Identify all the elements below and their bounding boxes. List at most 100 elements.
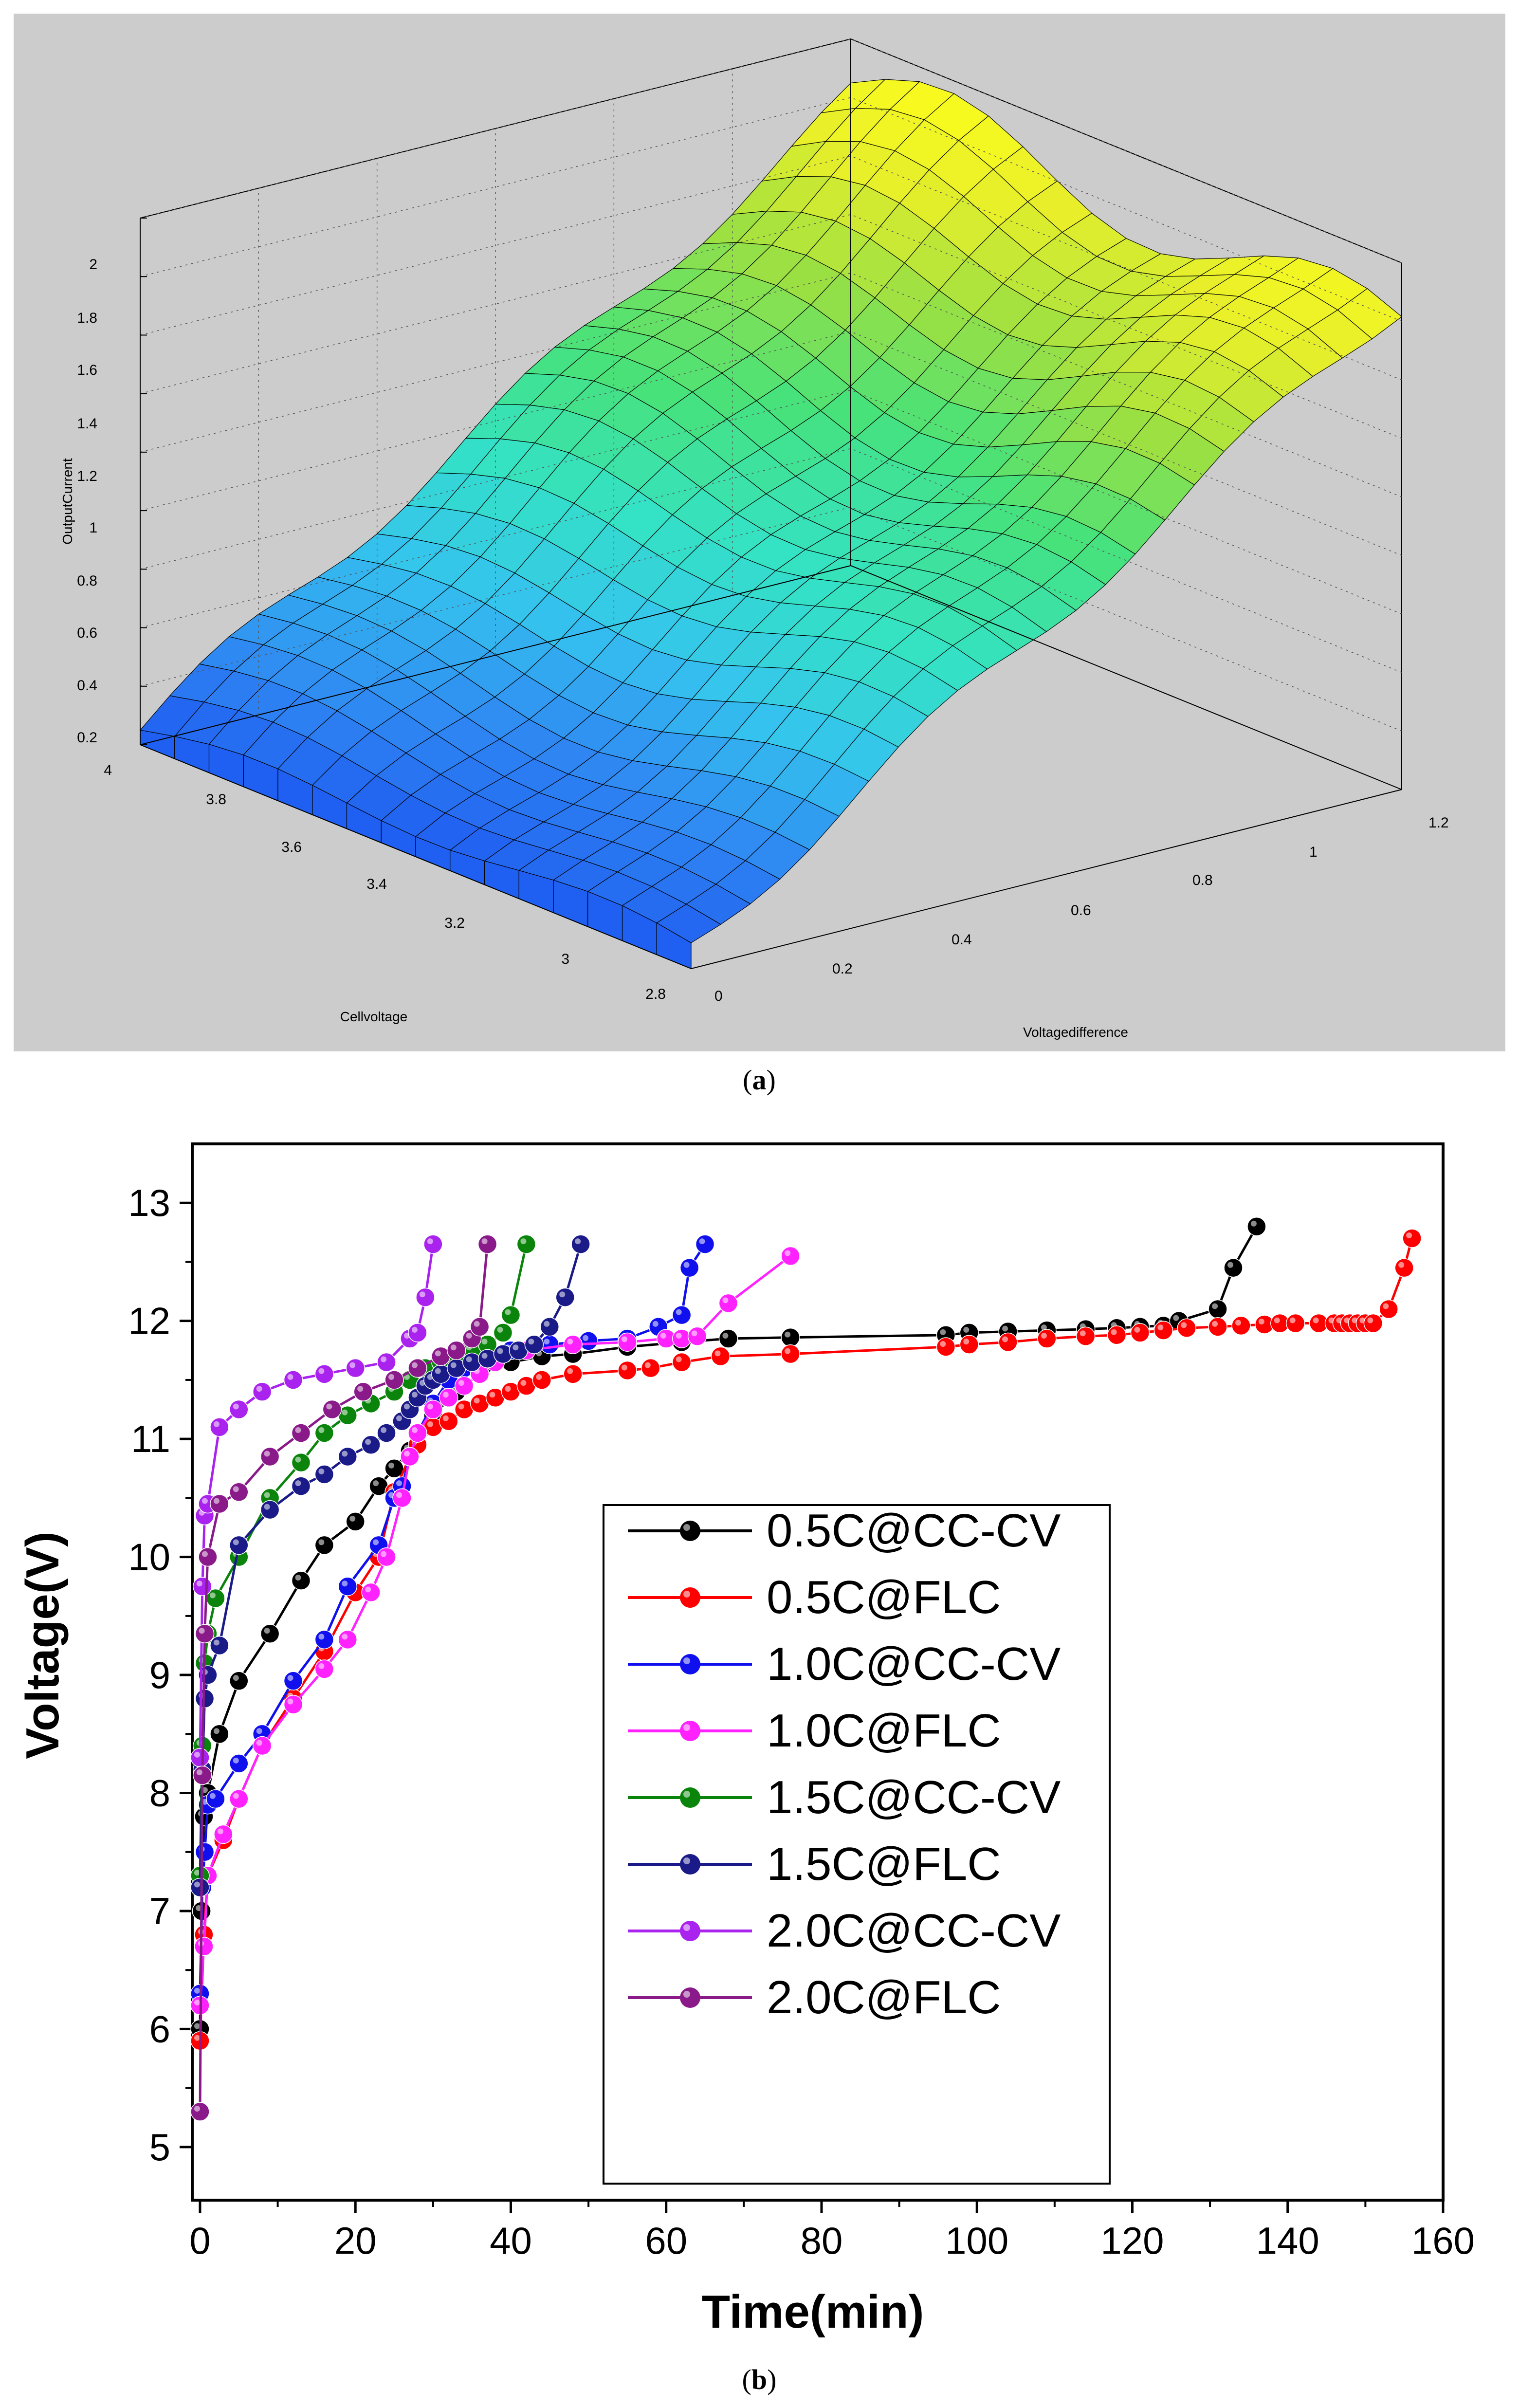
data-point [392, 1488, 412, 1508]
data-point [936, 1337, 956, 1357]
data-point [1107, 1325, 1127, 1345]
legend-label: 0.5C@FLC [767, 1571, 1001, 1623]
data-point [1208, 1317, 1227, 1337]
data-point-highlight [1041, 1324, 1047, 1331]
y-tick-label: 5 [149, 2126, 170, 2169]
data-point-highlight [676, 1309, 682, 1315]
data-point-highlight [194, 1881, 200, 1888]
data-point [260, 1500, 280, 1520]
x-axis-label: Cellvoltage [340, 1009, 408, 1024]
data-point [446, 1341, 466, 1360]
data-point [1076, 1326, 1096, 1346]
y-tick-label: 7 [149, 1890, 170, 1932]
data-point [283, 1694, 303, 1714]
data-point-highlight [474, 1321, 480, 1327]
data-point [618, 1332, 637, 1352]
data-point [229, 1399, 249, 1419]
y-tick-label: 0.4 [952, 932, 972, 948]
data-point [210, 1724, 229, 1744]
data-point-highlight [209, 1793, 216, 1799]
data-point-highlight [442, 1415, 449, 1421]
data-point-highlight [194, 1751, 200, 1758]
data-point-highlight [365, 1439, 371, 1445]
data-point-highlight [217, 1828, 223, 1835]
output-current-surface [139, 79, 1402, 969]
data-point-highlight [194, 1987, 200, 1994]
data-point-highlight [196, 1769, 202, 1776]
data-point-highlight [450, 1362, 457, 1368]
legend-swatch-highlight [683, 1524, 690, 1531]
legend-box [603, 1504, 1111, 2185]
data-point-highlight [318, 1634, 325, 1640]
data-point-highlight [722, 1333, 729, 1339]
data-point [377, 1423, 396, 1443]
data-point [454, 1376, 474, 1396]
data-point [206, 1789, 225, 1809]
data-point-highlight [1181, 1322, 1187, 1328]
data-point-highlight [233, 1403, 239, 1410]
data-point-highlight [194, 2106, 200, 2112]
box-edge [140, 744, 692, 969]
legend-swatch-marker [680, 1787, 700, 1808]
data-point [314, 1364, 334, 1384]
data-point-highlight [199, 1628, 205, 1634]
x-tick-label: 40 [490, 2219, 532, 2262]
data-point-highlight [520, 1380, 527, 1386]
x-axis-title: Time(min) [702, 2286, 924, 2338]
data-point [571, 1234, 590, 1254]
data-point [190, 1877, 210, 1897]
data-point-highlight [481, 1339, 488, 1345]
data-point [718, 1329, 738, 1348]
data-point-highlight [1258, 1318, 1264, 1324]
data-point-highlight [450, 1344, 457, 1351]
data-point [353, 1382, 373, 1401]
legend-swatch-marker [680, 1521, 700, 1541]
voltage-time-chart: 0 20 40 60 80 100 120 140 160 5 6 7 8 9 10 11 12 13 0.5C@… [17, 1142, 1475, 2338]
data-point-highlight [489, 1392, 495, 1398]
data-point [423, 1399, 443, 1419]
data-point [338, 1447, 358, 1467]
data-point-highlight [1274, 1317, 1280, 1323]
surface-plot-panel: 2 1.8 1.6 1.4 1.2 1 0.8 0.6 0.4 0.2 4 3.… [14, 14, 1505, 1051]
data-point-highlight [785, 1250, 791, 1256]
data-point [291, 1476, 311, 1496]
y-tick-label: 13 [128, 1181, 170, 1224]
data-point-highlight [1080, 1330, 1086, 1337]
data-point-highlight [1212, 1303, 1218, 1309]
data-point-highlight [194, 1870, 200, 1876]
z-tick-label: 0.6 [77, 625, 97, 641]
data-point [229, 1754, 249, 1773]
data-point [346, 1512, 365, 1531]
data-point-highlight [1313, 1317, 1319, 1323]
data-point [400, 1447, 420, 1467]
legend-label: 1.5C@FLC [767, 1838, 1001, 1890]
x-tick-label: 3.2 [444, 915, 465, 931]
data-point [555, 1287, 575, 1307]
data-point-highlight [396, 1480, 402, 1487]
data-point [423, 1234, 443, 1254]
data-point-highlight [381, 1551, 387, 1557]
data-point-highlight [505, 1386, 511, 1392]
data-point-highlight [213, 1728, 220, 1734]
x-tick-label: 4 [104, 762, 112, 778]
surface-bounding-box [140, 38, 1402, 969]
data-point-highlight [1406, 1232, 1412, 1238]
z-tick-label: 2 [89, 257, 97, 273]
data-point [501, 1305, 521, 1325]
data-point-highlight [233, 1675, 239, 1681]
x-tick-label: 2.8 [645, 986, 666, 1002]
data-point [1247, 1216, 1266, 1236]
data-point [687, 1326, 707, 1346]
data-point [493, 1323, 513, 1342]
legend-label: 1.0C@CC-CV [767, 1638, 1061, 1690]
data-point-highlight [213, 1421, 220, 1427]
data-point [260, 1624, 280, 1643]
data-point-highlight [196, 1581, 202, 1587]
data-point-highlight [520, 1238, 527, 1245]
data-point [195, 1842, 215, 1862]
data-point-highlight [318, 1663, 325, 1669]
data-point-highlight [621, 1364, 627, 1371]
data-point-highlight [458, 1380, 464, 1386]
data-point-highlight [373, 1480, 379, 1487]
legend-swatch-marker [680, 1587, 700, 1608]
